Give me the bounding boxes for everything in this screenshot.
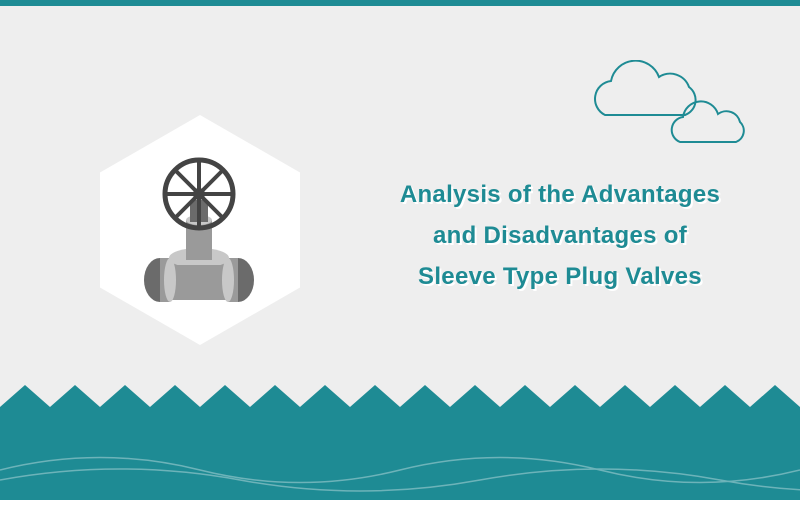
zigzag-band [0,385,800,500]
wave-lines [0,430,800,500]
title-line-2: and Disadvantages of [360,216,760,257]
title-line-3: Sleeve Type Plug Valves [360,257,760,298]
title-line-1: Analysis of the Advantages [360,175,760,216]
hexagon-frame [100,115,300,345]
wave-overlay [0,430,800,500]
title-block: Analysis of the Advantages and Disadvant… [360,175,760,297]
infographic-canvas: Analysis of the Advantages and Disadvant… [0,0,800,500]
top-accent-strip [0,0,800,6]
hexagon-shape [100,115,300,345]
valve-image [120,150,280,310]
cloud-icon [585,60,760,160]
cloud-decoration [585,60,760,160]
